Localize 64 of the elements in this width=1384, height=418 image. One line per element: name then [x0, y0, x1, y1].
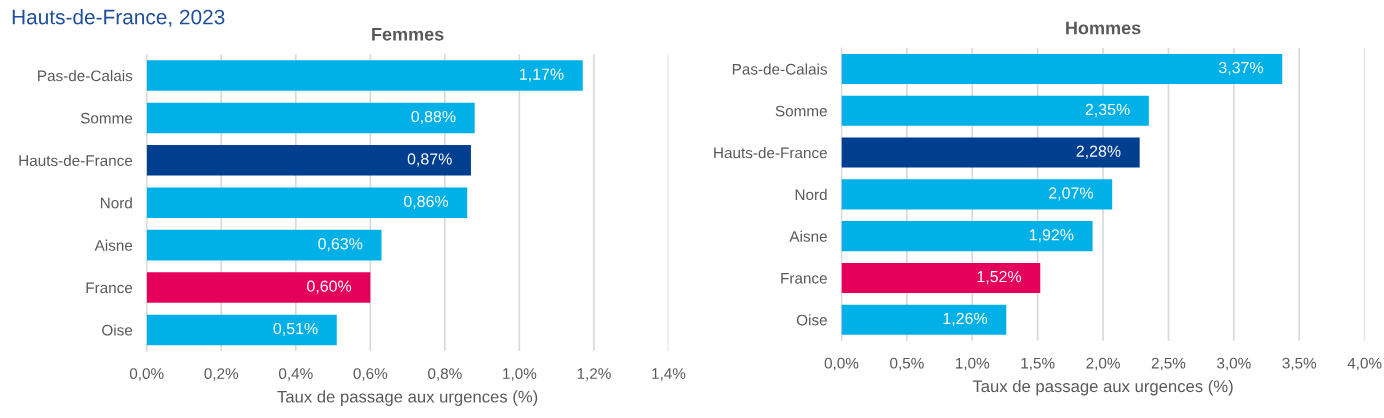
bar — [146, 145, 471, 176]
x-tick-label: 0,6% — [353, 368, 388, 381]
data-label: 3,37% — [1218, 61, 1264, 76]
data-label: 0,87% — [407, 153, 452, 167]
y-tick-label: Pas-de-Calais — [38, 70, 133, 82]
y-tick-label: Pas-de-Calais — [732, 63, 828, 75]
x-tick-label: 0,0% — [129, 368, 164, 381]
x-tick-label: 3,0% — [1217, 357, 1251, 371]
data-label: 0,63% — [318, 238, 363, 252]
x-tick-label: 0,5% — [890, 357, 924, 371]
y-tick-label: Somme — [80, 112, 133, 124]
bar — [841, 179, 1113, 210]
data-label: 0,60% — [307, 280, 352, 294]
bar — [841, 262, 1041, 294]
x-tick-label: 3,5% — [1282, 357, 1317, 371]
data-label: 0,88% — [411, 110, 456, 125]
bar — [841, 221, 1093, 252]
x-tick-label: 2,0% — [1086, 357, 1120, 371]
data-label: 1,92% — [1029, 229, 1074, 243]
bar — [146, 60, 583, 91]
x-tick-label: 1,0% — [503, 368, 537, 381]
y-tick-label: Nord — [100, 197, 132, 209]
y-tick-label: Somme — [775, 105, 827, 117]
data-label: 0,51% — [273, 322, 318, 337]
y-tick-label: France — [86, 282, 133, 294]
x-tick-label: 0,4% — [278, 368, 313, 381]
bar — [841, 53, 1283, 85]
bar — [146, 314, 337, 346]
chart-title: Hommes — [1066, 21, 1141, 35]
x-tick-label: 1,2% — [577, 368, 611, 381]
y-tick-label: Hauts-de-France — [714, 147, 827, 159]
bar — [146, 102, 475, 134]
bar — [146, 229, 382, 261]
chart-title: Femmes — [372, 28, 444, 41]
y-tick-label: Aisne — [789, 230, 827, 242]
bar — [841, 137, 1140, 168]
x-tick-label: 2,5% — [1151, 357, 1186, 371]
x-tick-label: 0,8% — [428, 368, 462, 381]
data-label: 2,07% — [1049, 187, 1094, 201]
y-tick-label: France — [781, 273, 827, 284]
x-tick-label: 0,2% — [204, 368, 239, 381]
y-tick-label: Nord — [795, 188, 827, 201]
x-tick-label: 1,0% — [956, 357, 990, 371]
bar — [841, 95, 1149, 126]
data-label: 2,28% — [1076, 145, 1121, 159]
bar — [146, 272, 371, 303]
x-tick-label: 1,5% — [1021, 357, 1055, 371]
x-tick-label: 4,0% — [1347, 357, 1382, 371]
data-label: 1,26% — [943, 312, 988, 326]
x-axis-title: Taux de passage aux urgences (%) — [972, 379, 1233, 396]
text: Hauts-de-France, 2023 — [12, 9, 225, 27]
x-tick-label: 1,4% — [652, 368, 686, 381]
bar — [146, 187, 468, 218]
y-tick-label: Oise — [796, 314, 827, 326]
x-tick-label: 0,0% — [824, 357, 859, 371]
bar — [841, 304, 1007, 335]
y-tick-label: Aisne — [94, 239, 133, 251]
x-axis-title: Taux de passage aux urgences (%) — [277, 390, 538, 406]
data-label: 2,35% — [1085, 103, 1130, 117]
y-tick-label: Hauts-de-France — [19, 154, 133, 167]
data-label: 0,86% — [403, 195, 449, 209]
data-label: 1,52% — [977, 270, 1022, 285]
data-label: 1,17% — [520, 68, 564, 82]
y-tick-label: Oise — [102, 324, 133, 336]
